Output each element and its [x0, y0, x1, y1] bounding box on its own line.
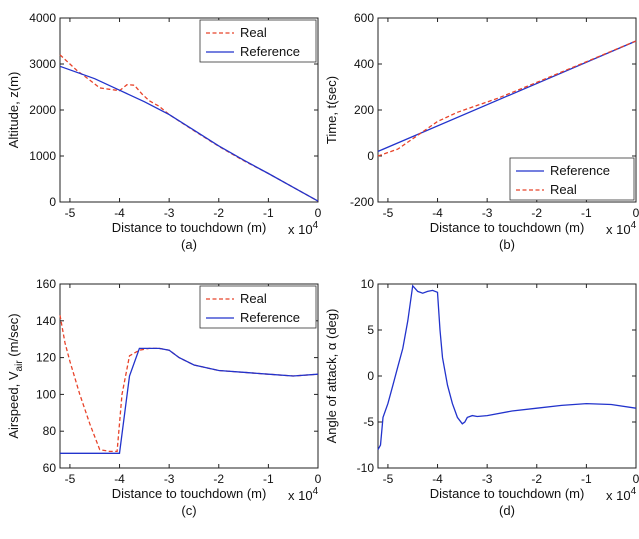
y-axis-label: Airspeed, Vair (m/sec)	[6, 313, 25, 438]
x-tick-label: 0	[633, 472, 639, 486]
panel-a: -5 -4 -3 -2 -1 0 0 1000 2000 3000 4000 Real Referenc…	[6, 11, 322, 252]
panel-b: -5 -4 -3 -2 -1 0 -200 0 200 400 600 Reference Real Di…	[324, 11, 639, 252]
panel-c: -5 -4 -3 -2 -1 0 60 80 100 120 140 160 Real Reference…	[6, 277, 322, 518]
y-axis-label: Angle of attack, α (deg)	[324, 309, 339, 444]
y-tick-label: 200	[354, 103, 374, 117]
y-axis-label: Time, t(sec)	[324, 76, 339, 144]
y-tick-label: 600	[354, 11, 374, 25]
x-tick-label: 0	[633, 206, 639, 220]
y-tick-label: -10	[357, 461, 375, 475]
y-tick-label: 140	[36, 314, 56, 328]
x-tick-label: -2	[213, 206, 224, 220]
y-tick-label: 1000	[29, 149, 56, 163]
y-tick-label: 4000	[29, 11, 56, 25]
y-axis-label: Altitude, z(m)	[6, 72, 21, 149]
x-axis-label: Distance to touchdown (m)	[430, 486, 585, 501]
y-tick-label: 0	[49, 195, 56, 209]
panel-caption: (c)	[181, 503, 196, 518]
y-tick-label: 0	[367, 369, 374, 383]
legend-label: Reference	[240, 310, 300, 325]
legend-box	[509, 157, 635, 201]
x-tick-label: -5	[383, 472, 394, 486]
x-tick-label: 0	[315, 206, 322, 220]
x-tick-label: -3	[164, 206, 175, 220]
x-axis-label: Distance to touchdown (m)	[430, 220, 585, 235]
x-tick-label: -1	[263, 472, 274, 486]
panel-caption: (a)	[181, 237, 197, 252]
legend-box	[199, 285, 317, 329]
x-tick-label: -1	[263, 206, 274, 220]
y-tick-label: -200	[350, 195, 374, 209]
x-axis-exponent: x 104	[606, 486, 637, 503]
legend-label: Reference	[550, 163, 610, 178]
x-tick-label: -2	[531, 472, 542, 486]
legend-box	[199, 19, 317, 63]
x-axis-label: Distance to touchdown (m)	[112, 486, 267, 501]
y-tick-label: 60	[43, 461, 57, 475]
x-tick-label: -4	[114, 206, 125, 220]
y-tick-label: 120	[36, 351, 56, 365]
y-tick-label: 400	[354, 57, 374, 71]
x-tick-label: -5	[65, 206, 76, 220]
x-axis-label: Distance to touchdown (m)	[112, 220, 267, 235]
x-tick-label: -4	[432, 472, 443, 486]
y-tick-label: 10	[361, 277, 375, 291]
x-tick-label: -3	[482, 206, 493, 220]
y-tick-label: 160	[36, 277, 56, 291]
y-tick-label: 3000	[29, 57, 56, 71]
legend-label: Real	[550, 182, 577, 197]
x-tick-label: -3	[482, 472, 493, 486]
y-tick-label: 100	[36, 387, 56, 401]
legend-label: Reference	[240, 44, 300, 59]
series-line-real	[377, 40, 637, 157]
x-tick-label: -1	[581, 206, 592, 220]
x-axis-exponent: x 104	[288, 220, 319, 237]
y-tick-label: 2000	[29, 103, 56, 117]
legend: Real Reference	[199, 19, 317, 63]
x-tick-label: -3	[164, 472, 175, 486]
x-tick-label: -1	[581, 472, 592, 486]
series-line-alpha	[377, 284, 637, 450]
legend-label: Real	[240, 291, 267, 306]
y-tick-label: 0	[367, 149, 374, 163]
x-tick-label: -4	[432, 206, 443, 220]
x-tick-label: -2	[213, 472, 224, 486]
x-tick-label: -4	[114, 472, 125, 486]
panel-caption: (b)	[499, 237, 515, 252]
x-tick-label: -2	[531, 206, 542, 220]
x-axis-exponent: x 104	[606, 220, 637, 237]
y-tick-label: -5	[363, 415, 374, 429]
plot-frame	[377, 283, 637, 469]
legend-label: Real	[240, 25, 267, 40]
series-line-reference	[59, 65, 319, 202]
y-tick-label: 5	[367, 323, 374, 337]
legend: Reference Real	[509, 157, 635, 201]
x-tick-label: -5	[65, 472, 76, 486]
series-line-reference	[60, 347, 319, 454]
x-axis-exponent: x 104	[288, 486, 319, 503]
x-tick-label: -5	[383, 206, 394, 220]
legend: Real Reference	[199, 285, 317, 329]
y-tick-label: 80	[43, 424, 57, 438]
x-tick-label: 0	[315, 472, 322, 486]
panel-caption: (d)	[499, 503, 515, 518]
